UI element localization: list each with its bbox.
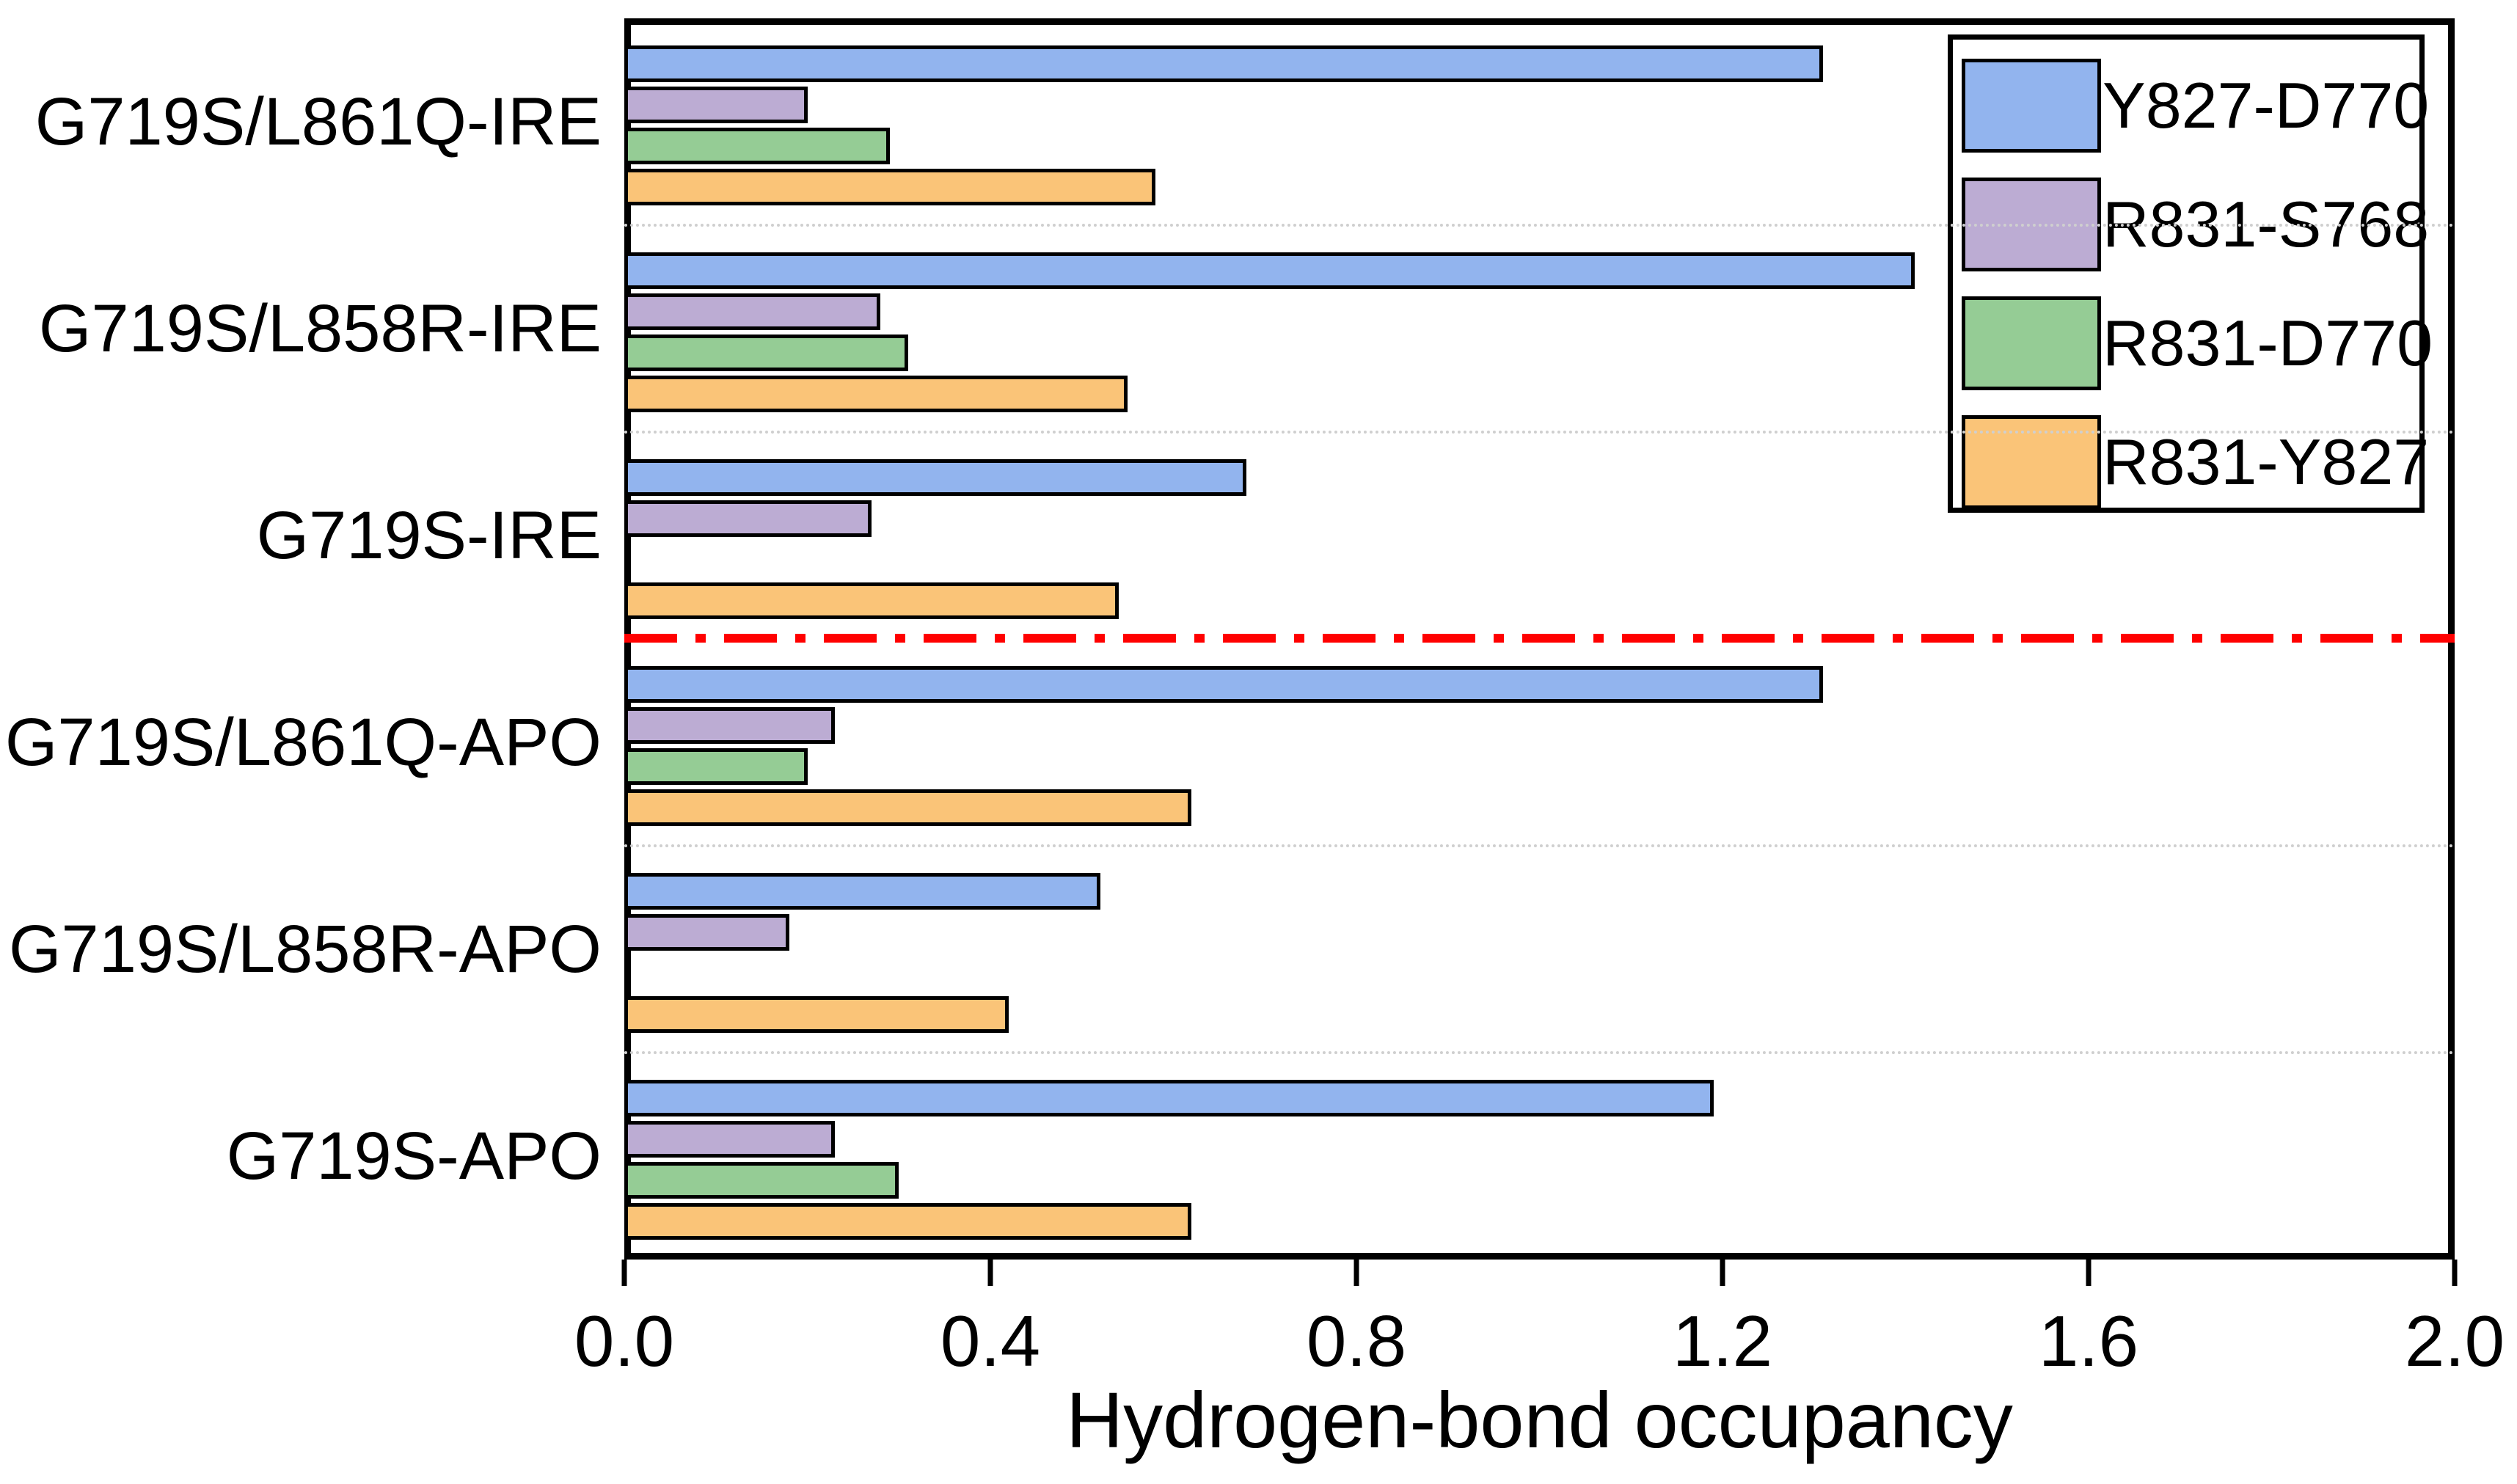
bar-R831-Y827-G719S/L861Q-IRE — [624, 169, 1155, 205]
legend-swatch-R831-Y827 — [1962, 415, 2101, 509]
group-separator-line — [624, 1051, 2455, 1054]
bar-Y827-D770-G719S/L861Q-APO — [624, 666, 1823, 703]
legend-entry: R831-D770 — [1953, 296, 2433, 390]
legend-entry: R831-Y827 — [1953, 415, 2429, 509]
bar-R831-S768-G719S-IRE — [624, 500, 872, 537]
bar-R831-S768-G719S/L861Q-APO — [624, 707, 835, 744]
bar-Y827-D770-G719S/L858R-APO — [624, 873, 1100, 910]
bar-R831-Y827-G719S/L858R-IRE — [624, 376, 1128, 412]
group-separator-line — [624, 431, 2455, 434]
bar-R831-D770-G719S/L858R-IRE — [624, 335, 908, 371]
x-axis-tick — [1720, 1260, 1725, 1286]
bar-R831-Y827-G719S-APO — [624, 1203, 1191, 1240]
x-axis-tick — [2452, 1260, 2458, 1286]
bar-R831-S768-G719S/L858R-APO — [624, 914, 789, 951]
bar-Y827-D770-G719S/L858R-IRE — [624, 252, 1915, 289]
legend: Y827-D770 R831-S768 R831-D770 R831-Y827 — [1948, 34, 2433, 513]
bar-R831-S768-G719S/L861Q-IRE — [624, 87, 808, 123]
x-tick-label: 1.2 — [1672, 1301, 1773, 1381]
x-axis-tick — [621, 1260, 627, 1286]
legend-label: R831-D770 — [2103, 307, 2433, 379]
x-axis-tick — [2086, 1260, 2092, 1286]
y-category-label: G719S-IRE — [256, 498, 602, 573]
group-separator-line — [624, 224, 2455, 227]
bar-R831-Y827-G719S/L861Q-APO — [624, 789, 1191, 826]
bar-R831-S768-G719S/L858R-IRE — [624, 293, 880, 330]
bar-Y827-D770-G719S/L861Q-IRE — [624, 45, 1823, 82]
x-axis-tick — [1354, 1260, 1359, 1286]
legend-entry: Y827-D770 — [1953, 59, 2429, 153]
x-tick-label: 0.8 — [1306, 1301, 1407, 1381]
y-category-label: G719S/L861Q-IRE — [34, 84, 602, 159]
bar-R831-Y827-G719S/L858R-APO — [624, 996, 1009, 1033]
bar-R831-S768-G719S-APO — [624, 1121, 835, 1158]
legend-label: R831-Y827 — [2103, 425, 2430, 498]
bar-R831-D770-G719S/L861Q-IRE — [624, 128, 890, 164]
red-dash-dot-divider — [624, 634, 2455, 643]
group-separator-line — [624, 844, 2455, 847]
bar-R831-D770-G719S/L861Q-APO — [624, 748, 808, 785]
legend-swatch-R831-D770 — [1962, 296, 2101, 390]
x-tick-label: 0.4 — [940, 1301, 1041, 1381]
bar-R831-Y827-G719S-IRE — [624, 582, 1119, 619]
x-tick-label: 0.0 — [574, 1301, 675, 1381]
y-category-label: G719S/L858R-IRE — [38, 291, 602, 366]
y-category-label: G719S/L861Q-APO — [4, 705, 602, 780]
x-tick-label: 2.0 — [2404, 1301, 2505, 1381]
x-tick-label: 1.6 — [2038, 1301, 2139, 1381]
x-axis-tick — [987, 1260, 993, 1286]
y-category-label: G719S/L858R-APO — [8, 912, 602, 987]
x-axis-title: Hydrogen-bond occupancy — [1066, 1375, 2013, 1464]
bar-R831-D770-G719S-APO — [624, 1162, 899, 1199]
legend-swatch-Y827-D770 — [1962, 59, 2101, 153]
bar-Y827-D770-G719S-IRE — [624, 459, 1246, 496]
y-category-label: G719S-APO — [226, 1119, 602, 1194]
bar-Y827-D770-G719S-APO — [624, 1080, 1714, 1116]
legend-label: Y827-D770 — [2103, 69, 2430, 142]
